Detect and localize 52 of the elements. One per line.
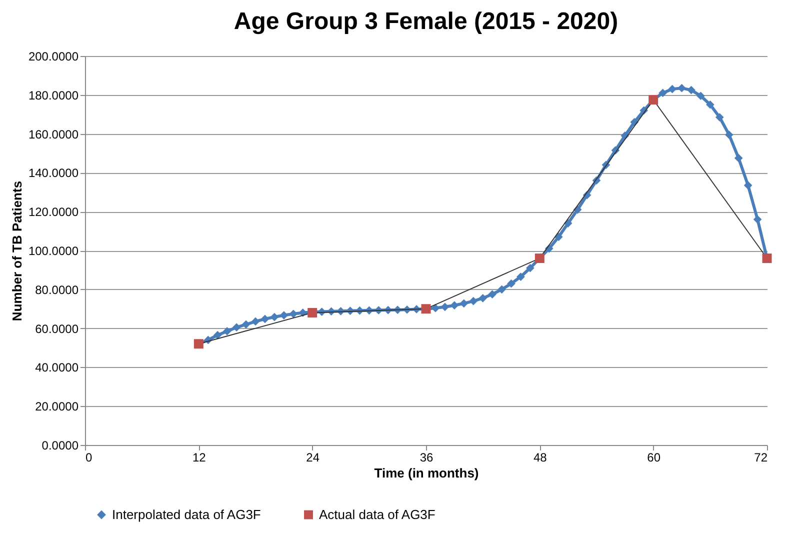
point bbox=[724, 130, 734, 139]
x-tick-label: 0 bbox=[86, 450, 92, 464]
y-tick-label: 20.0000 bbox=[35, 400, 79, 414]
point bbox=[526, 264, 534, 272]
point bbox=[242, 320, 250, 329]
point bbox=[668, 84, 676, 94]
x-tick-label: 48 bbox=[533, 450, 548, 464]
point bbox=[678, 84, 686, 92]
point bbox=[270, 312, 279, 322]
point bbox=[280, 311, 288, 320]
y-tick-label: 0.0000 bbox=[42, 438, 79, 452]
point bbox=[469, 296, 478, 306]
y-tick-label: 60.0000 bbox=[35, 322, 79, 336]
point bbox=[478, 294, 488, 302]
legend-label: Interpolated data of AG3F bbox=[112, 506, 261, 522]
point bbox=[744, 181, 752, 190]
x-tick-label: 60 bbox=[647, 450, 661, 464]
point bbox=[213, 330, 222, 340]
y-tick-label: 80.0000 bbox=[35, 282, 79, 297]
y-tick-label: 140.0000 bbox=[28, 166, 79, 180]
point bbox=[260, 314, 270, 324]
point bbox=[450, 301, 459, 310]
point bbox=[696, 92, 705, 100]
point bbox=[222, 327, 232, 336]
chart-title: Age Group 3 Female (2015 - 2020) bbox=[234, 8, 618, 35]
y-tick-label: 100.0000 bbox=[28, 244, 79, 258]
point bbox=[460, 299, 468, 308]
point bbox=[715, 113, 724, 122]
point bbox=[687, 86, 696, 94]
point bbox=[232, 323, 241, 332]
y-tick-label: 160.0000 bbox=[28, 127, 79, 142]
y-tick-label: 200.0000 bbox=[28, 50, 79, 64]
point bbox=[516, 272, 525, 281]
point bbox=[251, 317, 260, 326]
point bbox=[440, 302, 450, 312]
point bbox=[734, 154, 743, 162]
x-tick-label: 72 bbox=[754, 450, 768, 464]
point bbox=[706, 100, 714, 109]
point bbox=[498, 285, 506, 294]
y-tick-label: 180.0000 bbox=[28, 88, 79, 102]
point bbox=[753, 215, 762, 224]
x-tick-label: 24 bbox=[306, 450, 320, 464]
point bbox=[507, 279, 516, 288]
x-axis-title: Time (in months) bbox=[374, 466, 479, 480]
point bbox=[488, 290, 496, 298]
legend-label: Actual data of AG3F bbox=[319, 506, 436, 522]
y-tick-label: 40.0000 bbox=[35, 360, 79, 375]
y-tick-label: 120.0000 bbox=[28, 205, 79, 220]
y-axis-title: Number of TB Patients bbox=[9, 180, 24, 322]
x-tick-label: 36 bbox=[420, 450, 434, 464]
point bbox=[658, 88, 667, 98]
x-tick-label: 12 bbox=[192, 450, 206, 464]
